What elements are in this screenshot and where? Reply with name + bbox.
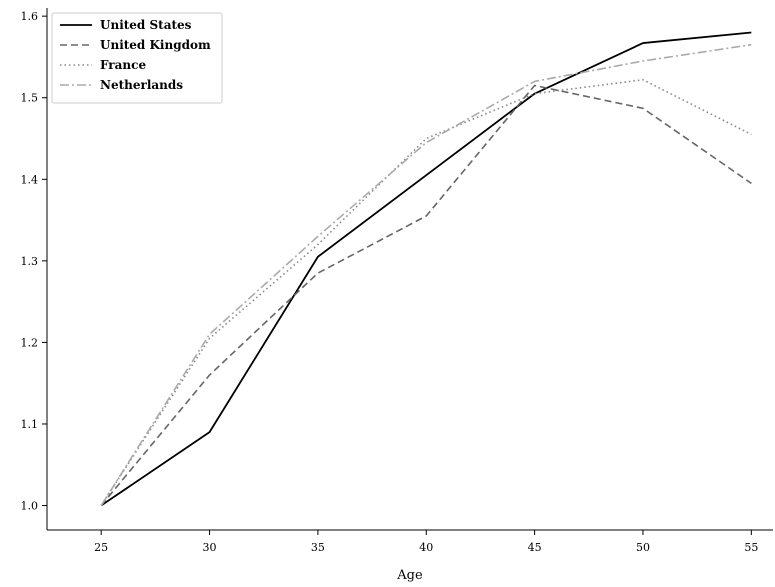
x-tick-label: 35 bbox=[311, 541, 325, 554]
x-tick-label: 40 bbox=[419, 541, 433, 554]
x-tick-label: 55 bbox=[744, 541, 758, 554]
y-tick-label: 1.6 bbox=[21, 10, 39, 23]
y-tick-label: 1.0 bbox=[21, 500, 39, 513]
y-tick-label: 1.5 bbox=[21, 92, 39, 105]
y-tick-label: 1.1 bbox=[21, 418, 39, 431]
x-tick-label: 30 bbox=[203, 541, 217, 554]
x-axis-label: Age bbox=[396, 568, 423, 583]
y-tick-label: 1.3 bbox=[21, 255, 39, 268]
legend: United States United Kingdom France Netherl… bbox=[52, 13, 222, 103]
x-tick-label: 25 bbox=[94, 541, 108, 554]
series-line-netherlands bbox=[101, 45, 751, 506]
legend-label: United Kingdom bbox=[100, 38, 211, 52]
legend-label: Netherlands bbox=[100, 78, 183, 92]
y-tick-label: 1.4 bbox=[21, 173, 39, 186]
y-tick-label: 1.2 bbox=[21, 336, 39, 349]
series-line-france bbox=[101, 80, 751, 506]
x-tick-label: 50 bbox=[636, 541, 650, 554]
legend-label: United States bbox=[100, 18, 192, 32]
legend-label: France bbox=[100, 58, 146, 72]
series-line-united-kingdom bbox=[101, 85, 751, 505]
x-tick-label: 45 bbox=[528, 541, 542, 554]
